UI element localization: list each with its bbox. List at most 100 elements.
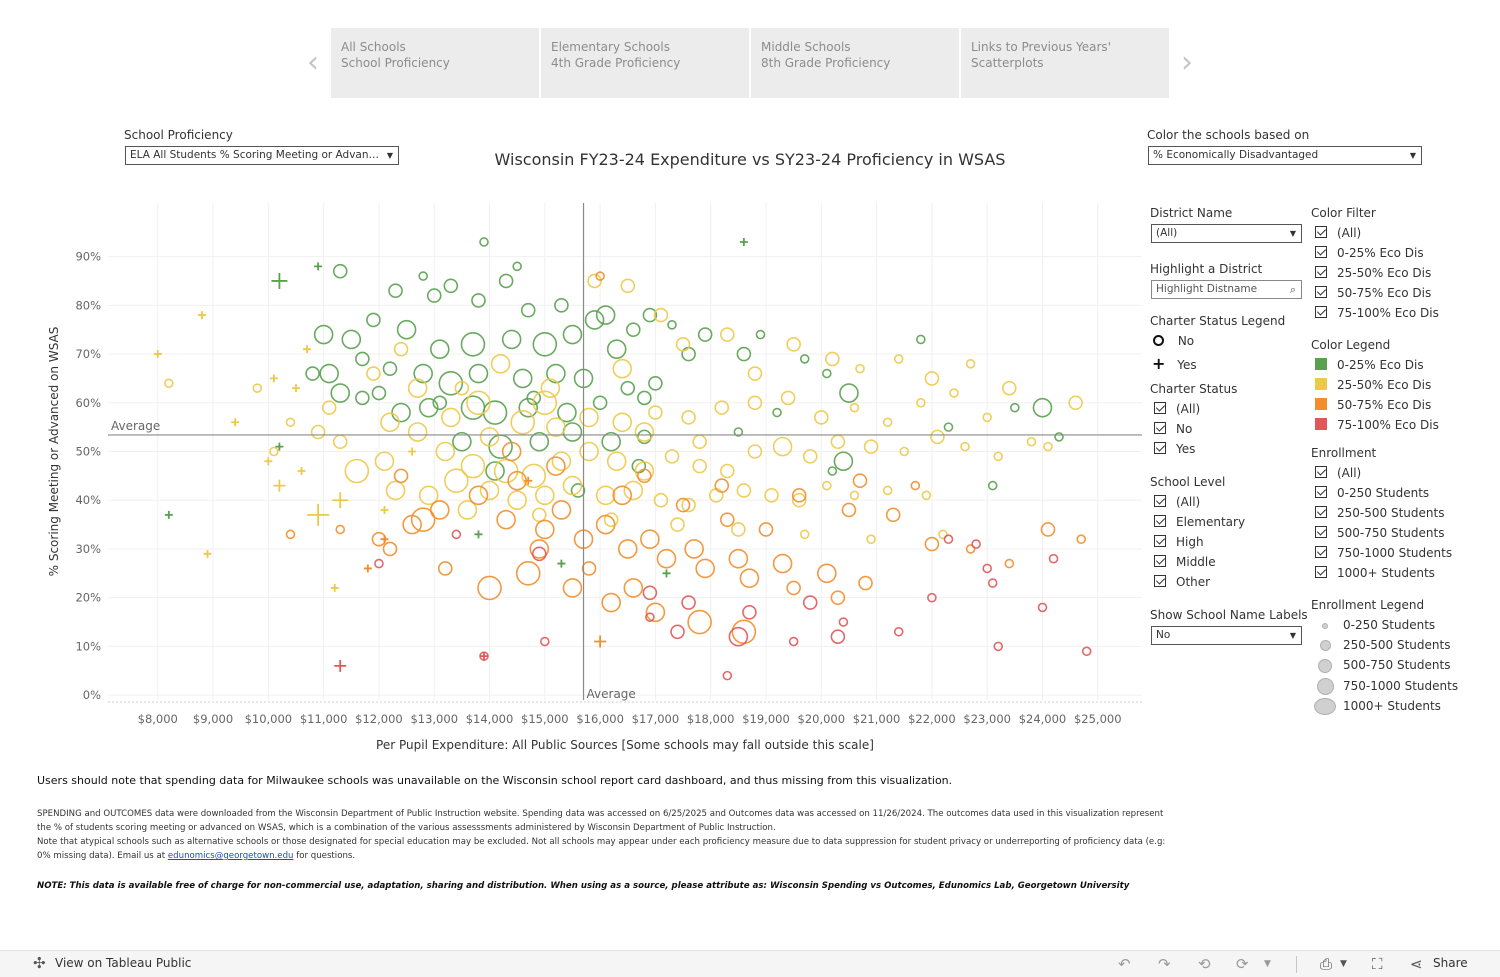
school-point — [382, 541, 398, 557]
chevron-right-icon[interactable]: › — [1181, 45, 1193, 80]
school-point — [852, 473, 868, 489]
y-tick-label: 40% — [75, 493, 101, 507]
fullscreen-icon[interactable]: ⛶ — [1372, 955, 1383, 973]
refresh-icon[interactable]: ⟳ — [1236, 955, 1249, 973]
charter-status-yes[interactable]: Yes — [1154, 442, 1195, 460]
enrollment-0-250[interactable]: 0-250 Students — [1315, 486, 1429, 504]
enrollment-250-500[interactable]: 250-500 Students — [1315, 506, 1444, 524]
charter-school-point — [332, 492, 349, 509]
enrollment-1000-plus[interactable]: 1000+ Students — [1315, 566, 1435, 584]
charter-status-no[interactable]: No — [1154, 422, 1192, 440]
school-level-all[interactable]: (All) — [1154, 495, 1200, 513]
share-button[interactable]: Share — [1433, 956, 1468, 970]
school-point — [739, 568, 760, 588]
revert-icon[interactable]: ⟲ — [1198, 955, 1211, 973]
charter-school-point — [198, 311, 206, 320]
email-link[interactable]: edunomics@georgetown.edu — [167, 851, 294, 861]
school-point — [164, 378, 174, 389]
size-dot-icon — [1318, 658, 1332, 673]
tab-subtitle: 8th Grade Proficiency — [761, 56, 891, 70]
school-level-high[interactable]: High — [1154, 535, 1204, 553]
school-point — [620, 278, 636, 294]
enrollment-all[interactable]: (All) — [1315, 466, 1361, 484]
school-point — [413, 363, 433, 384]
x-axis-title: Per Pupil Expenditure: All Public Source… — [376, 738, 874, 752]
school-point — [584, 310, 605, 330]
charter-legend-no: No — [1153, 334, 1194, 352]
toolbar-divider — [1296, 956, 1297, 973]
color-filter-0-25[interactable]: 0-25% Eco Dis — [1315, 246, 1424, 264]
redo-icon[interactable]: ↷ — [1158, 955, 1171, 973]
tab-all-schools[interactable]: All Schools School Proficiency — [331, 28, 539, 98]
school-point — [728, 626, 749, 647]
school-point — [899, 446, 910, 457]
school-point — [802, 449, 818, 464]
school-level-label: School Level — [1150, 475, 1226, 489]
enrollment-legend-item: 1000+ Students — [1313, 698, 1441, 716]
color-filter-all[interactable]: (All) — [1315, 226, 1361, 244]
charter-school-point — [164, 510, 173, 519]
school-point — [466, 390, 491, 416]
show-labels-dropdown[interactable]: No ▼ — [1151, 626, 1302, 645]
enrollment-750-1000[interactable]: 750-1000 Students — [1315, 546, 1452, 564]
charter-school-point — [363, 564, 372, 573]
school-point — [407, 422, 428, 442]
school-level-middle[interactable]: Middle — [1154, 555, 1216, 573]
tab-previous-years[interactable]: Links to Previous Years' Scatterplots — [961, 28, 1169, 98]
school-level-other[interactable]: Other — [1154, 575, 1210, 593]
view-on-tableau-link[interactable]: View on Tableau Public — [55, 956, 192, 970]
school-point — [714, 400, 730, 415]
license-note: NOTE: This data is available free of cha… — [37, 881, 1130, 891]
school-point — [786, 580, 801, 596]
school-point — [531, 507, 547, 523]
school-point — [460, 332, 486, 357]
school-point — [570, 483, 586, 498]
district-name-dropdown[interactable]: (All) ▼ — [1151, 224, 1302, 243]
charter-legend-no-label: No — [1177, 334, 1195, 348]
school-point — [910, 480, 921, 491]
school-point — [623, 578, 644, 598]
school-point — [551, 500, 572, 520]
x-tick-label: $14,000 — [466, 712, 514, 726]
proficiency-value: ELA All Students % Scoring Meeting or Ad… — [130, 149, 385, 161]
download-icon[interactable]: ⎙ — [1320, 955, 1333, 973]
chevron-down-icon[interactable]: ▼ — [1340, 959, 1347, 969]
enrollment-500-750[interactable]: 500-750 Students — [1315, 526, 1444, 544]
school-point — [546, 456, 566, 476]
school-point — [540, 378, 561, 398]
school-point — [747, 366, 763, 381]
school-point — [310, 424, 326, 440]
charter-status-all[interactable]: (All) — [1154, 402, 1200, 420]
school-point — [747, 395, 763, 411]
highlight-district-input[interactable]: Highlight Distname ⌕ — [1151, 280, 1302, 299]
district-name-label: District Name — [1150, 206, 1233, 220]
color-filter-50-75[interactable]: 50-75% Eco Dis — [1315, 286, 1431, 304]
chevron-down-icon[interactable]: ▼ — [1264, 959, 1271, 969]
proficiency-dropdown[interactable]: ELA All Students % Scoring Meeting or Ad… — [125, 146, 399, 165]
scatterplot[interactable]: $8,000 $9,000 $10,000 $11,000 $12,000 $13,000… — [0, 195, 1150, 755]
charter-school-point — [739, 237, 748, 246]
school-point — [355, 351, 370, 367]
color-filter-75-100[interactable]: 75-100% Eco Dis — [1315, 306, 1439, 324]
checkbox-icon — [1315, 526, 1327, 538]
y-tick-label: 0% — [83, 688, 101, 702]
tab-middle-schools[interactable]: Middle Schools 8th Grade Proficiency — [751, 28, 959, 98]
tab-elementary-schools[interactable]: Elementary Schools 4th Grade Proficiency — [541, 28, 749, 98]
color-filter-25-50[interactable]: 25-50% Eco Dis — [1315, 266, 1431, 284]
school-point — [429, 339, 450, 359]
share-icon[interactable]: ⋖ — [1410, 955, 1423, 973]
school-point — [863, 439, 879, 454]
school-point — [930, 429, 945, 445]
school-point — [341, 329, 362, 350]
undo-icon[interactable]: ↶ — [1118, 955, 1131, 973]
school-level-elementary[interactable]: Elementary — [1154, 515, 1245, 533]
school-point — [893, 626, 904, 637]
chevron-left-icon[interactable]: ‹ — [307, 45, 319, 80]
school-point — [601, 431, 621, 452]
school-point — [982, 412, 992, 423]
school-point — [531, 546, 547, 562]
school-point — [653, 307, 669, 323]
color-by-dropdown[interactable]: % Economically Disadvantaged ▼ — [1148, 146, 1422, 165]
checkbox-icon — [1154, 422, 1166, 434]
x-tick-label: $9,000 — [193, 712, 233, 726]
